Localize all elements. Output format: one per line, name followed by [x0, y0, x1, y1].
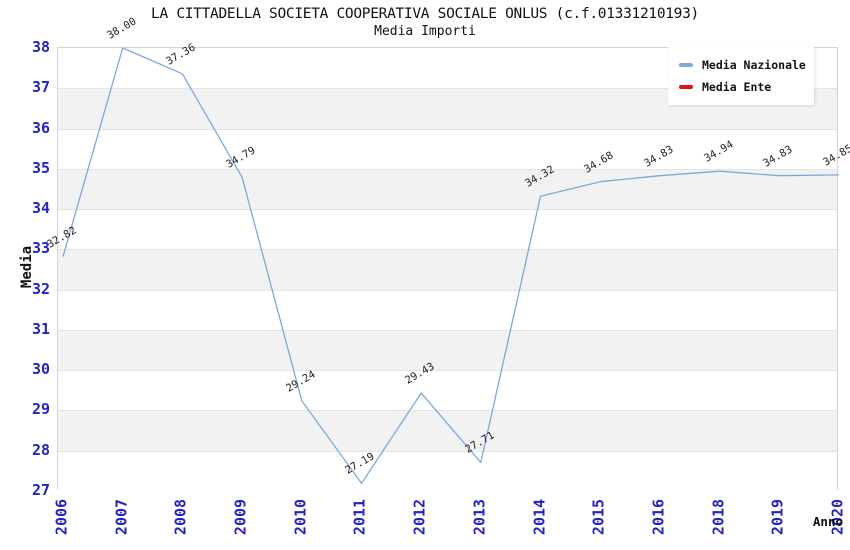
gridline	[58, 450, 837, 452]
x-tick-label: 2011	[350, 498, 369, 536]
y-tick-label: 37	[31, 78, 50, 97]
chart-subtitle: Media Importi	[374, 24, 476, 39]
legend: Media Nazionale Media Ente	[668, 47, 814, 105]
gridline	[58, 410, 837, 412]
legend-line-marker	[679, 85, 693, 89]
x-tick-label: 2010	[291, 498, 310, 536]
x-tick-label: 2008	[171, 498, 190, 536]
gridline	[58, 329, 837, 331]
y-tick-label: 34	[31, 199, 50, 218]
series-lines	[62, 47, 840, 484]
x-tick-label: 2016	[649, 498, 668, 536]
x-tick-label: 2015	[589, 498, 608, 536]
y-tick-label: 33	[31, 239, 50, 258]
grid-band	[58, 209, 837, 250]
gridline	[58, 209, 837, 211]
y-tick-label: 27	[31, 481, 50, 499]
x-tick-label: 2018	[709, 498, 728, 536]
x-axis-title: Anno	[812, 514, 843, 529]
grid-band	[58, 289, 837, 330]
gridline	[58, 249, 837, 251]
y-tick-label: 35	[31, 158, 50, 177]
x-tick-label: 2019	[768, 498, 787, 536]
gridline	[58, 370, 837, 372]
x-tick-label: 2009	[231, 498, 250, 536]
y-tick-label: 30	[31, 360, 50, 379]
gridline	[58, 128, 837, 130]
legend-label: Media Ente	[702, 80, 772, 94]
grid-band	[58, 329, 837, 371]
plot-area	[57, 47, 840, 491]
gridline	[58, 168, 837, 170]
grid-band	[58, 168, 837, 210]
grid-band	[58, 370, 837, 411]
y-tick-label: 38	[31, 38, 50, 56]
y-tick-label: 29	[31, 400, 50, 419]
legend-label: Media Nazionale	[702, 58, 806, 72]
y-axis-title: Media	[19, 245, 35, 289]
legend-item: Media Nazionale	[679, 58, 808, 72]
gridline	[58, 289, 837, 291]
legend-line-marker	[679, 63, 693, 67]
x-tick-label: 2013	[470, 498, 489, 536]
grid-band	[58, 410, 837, 451]
x-tick-label: 2007	[112, 498, 131, 536]
grid-band	[58, 128, 837, 169]
y-tick-label: 31	[31, 319, 50, 338]
grid-band	[58, 249, 837, 290]
chart-title: LA CITTADELLA SOCIETA COOPERATIVA SOCIAL…	[151, 6, 699, 22]
legend-item: Media Ente	[679, 80, 808, 94]
x-tick-label: 2006	[52, 498, 71, 536]
y-tick-label: 32	[31, 279, 50, 298]
grid-band	[58, 450, 837, 491]
y-tick-label: 28	[31, 440, 50, 459]
gridline	[58, 88, 837, 90]
series-line	[62, 47, 840, 484]
y-tick-label: 36	[31, 118, 50, 137]
x-tick-label: 2014	[530, 498, 549, 536]
x-tick-label: 2012	[410, 498, 429, 536]
